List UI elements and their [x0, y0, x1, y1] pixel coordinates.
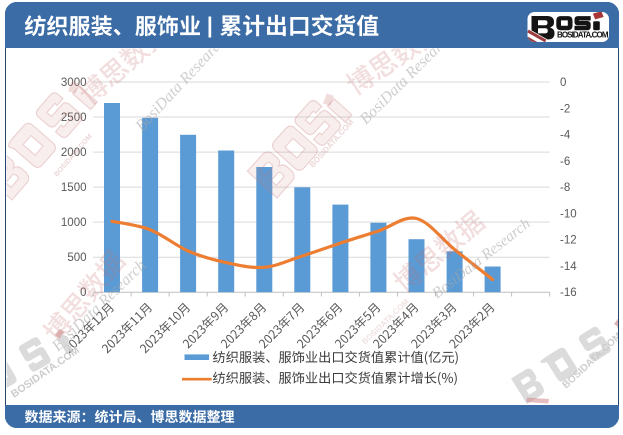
svg-text:-14: -14 — [560, 261, 577, 273]
svg-text:2500: 2500 — [61, 112, 87, 124]
svg-text:3000: 3000 — [61, 77, 87, 89]
svg-text:BOSIDATA.COM: BOSIDATA.COM — [557, 31, 609, 40]
svg-text:-4: -4 — [560, 130, 571, 142]
svg-text:500: 500 — [67, 252, 86, 264]
svg-text:0: 0 — [560, 77, 566, 89]
svg-text:-8: -8 — [560, 182, 570, 194]
svg-text:-16: -16 — [560, 287, 577, 299]
svg-text:-6: -6 — [560, 156, 570, 168]
svg-text:2000: 2000 — [61, 147, 87, 159]
svg-text:-10: -10 — [560, 208, 577, 220]
svg-text:1000: 1000 — [61, 217, 87, 229]
svg-text:-2: -2 — [560, 103, 570, 115]
svg-text:1500: 1500 — [61, 182, 87, 194]
svg-text:0: 0 — [80, 287, 86, 299]
svg-text:-12: -12 — [560, 235, 577, 247]
